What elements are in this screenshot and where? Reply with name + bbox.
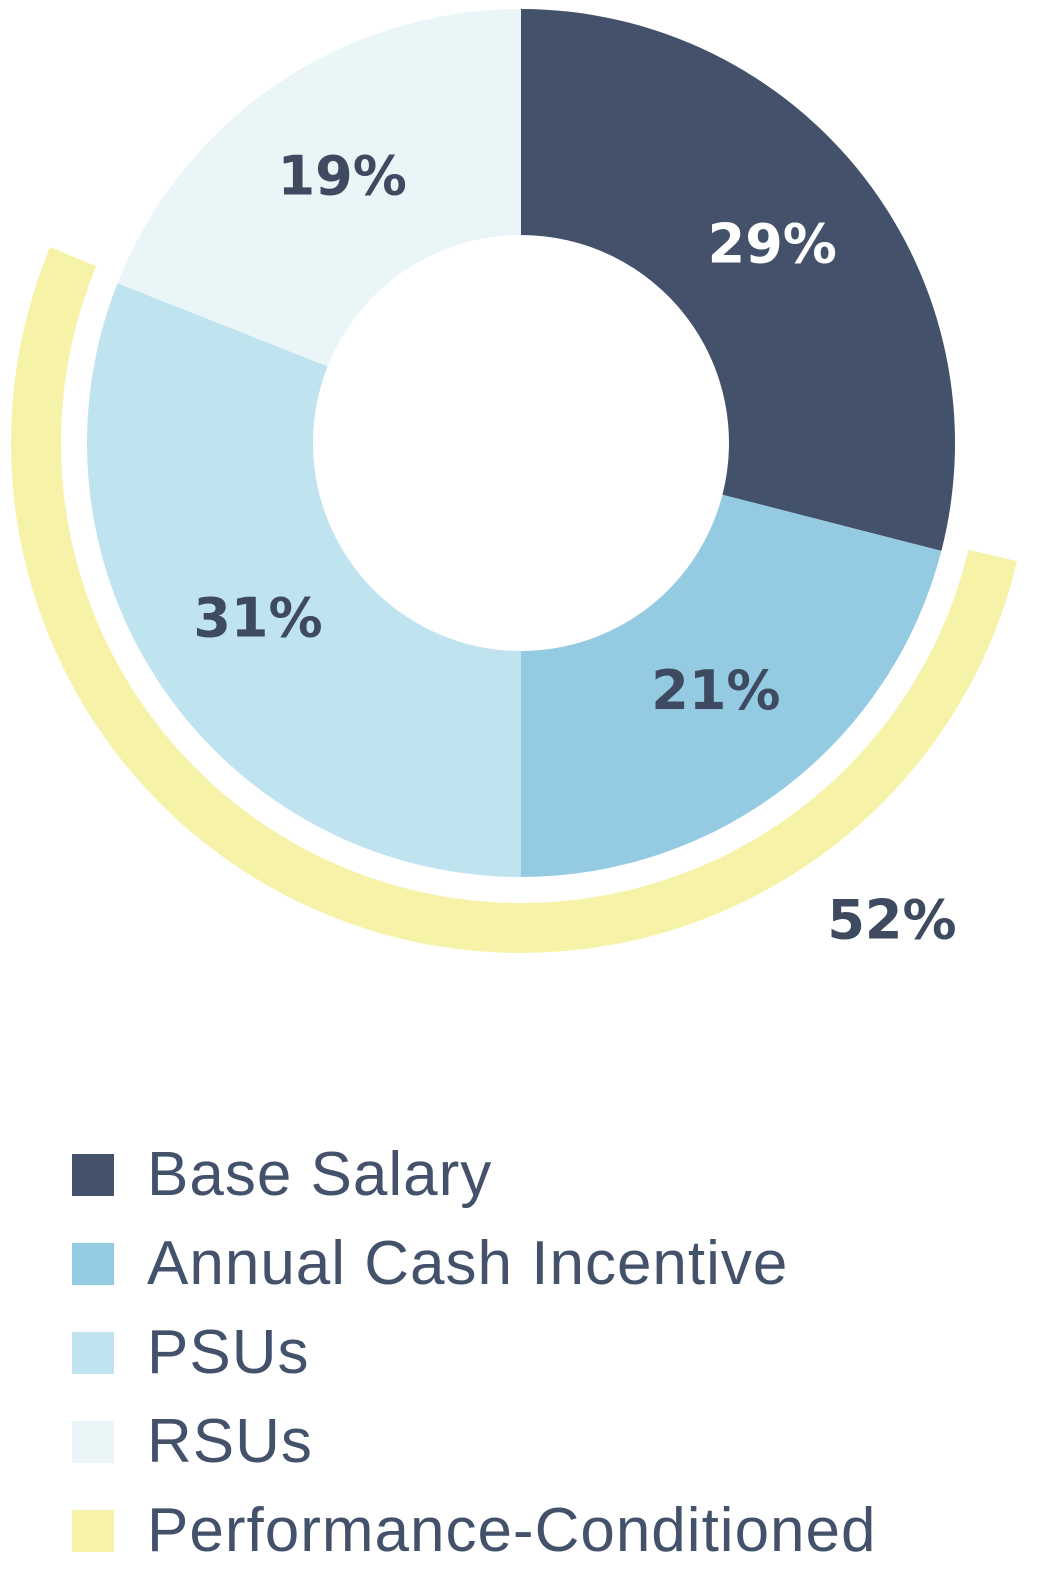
slice-label-rsus: 19% xyxy=(278,145,407,208)
legend-swatch-annual-cash-incentive xyxy=(72,1242,114,1285)
slice-labels: 29% 21% 31% 19% xyxy=(193,145,837,722)
donut-chart: 29% 21% 31% 19% 52% xyxy=(11,9,1018,953)
legend-label-psus: PSUs xyxy=(147,1318,310,1387)
legend-swatch-base-salary xyxy=(72,1153,114,1196)
legend-label-annual-cash-incentive: Annual Cash Incentive xyxy=(147,1229,789,1298)
slice-label-base-salary: 29% xyxy=(708,213,837,276)
legend-swatch-performance-conditioned xyxy=(72,1509,114,1552)
legend-label-base-salary: Base Salary xyxy=(147,1140,493,1209)
legend: Base Salary Annual Cash Incentive PSUs R… xyxy=(72,1130,877,1575)
legend-swatch-psus xyxy=(72,1331,114,1374)
legend-label-rsus: RSUs xyxy=(147,1407,313,1476)
slice-psus xyxy=(86,283,522,877)
slice-base-salary xyxy=(521,9,956,551)
legend-item-annual-cash-incentive: Annual Cash Incentive xyxy=(72,1219,877,1308)
legend-item-psus: PSUs xyxy=(72,1308,877,1397)
donut-slices xyxy=(86,9,956,877)
outer-arc-label: 52% xyxy=(827,889,956,952)
legend-swatch-rsus xyxy=(72,1420,114,1463)
legend-item-performance-conditioned: Performance-Conditioned xyxy=(72,1486,877,1575)
slice-rsus xyxy=(117,9,522,367)
legend-item-rsus: RSUs xyxy=(72,1397,877,1486)
legend-label-performance-conditioned: Performance-Conditioned xyxy=(147,1496,877,1565)
slice-label-psus: 31% xyxy=(193,586,322,649)
legend-item-base-salary: Base Salary xyxy=(72,1130,877,1219)
slice-label-annual-cash-incentive: 21% xyxy=(651,659,780,722)
slice-annual-cash-incentive xyxy=(521,494,942,877)
